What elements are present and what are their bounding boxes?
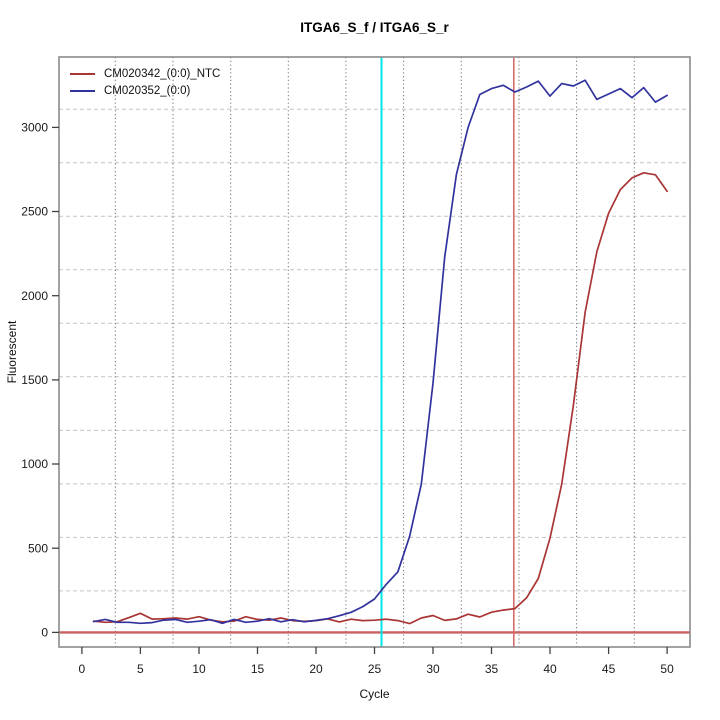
x-tick-label: 45	[602, 662, 616, 676]
y-tick-label: 0	[41, 626, 48, 640]
x-tick-label: 10	[192, 662, 206, 676]
legend: CM020342_(0:0)_NTC CM020352_(0:0)	[70, 65, 220, 99]
y-tick-label: 1000	[21, 457, 48, 471]
x-tick-label: 35	[485, 662, 499, 676]
series-curve-sample	[92, 79, 668, 625]
series-curve-ntc	[92, 171, 668, 625]
y-axis-label: Fluorescent	[5, 320, 19, 384]
legend-label-ntc: CM020342_(0:0)_NTC	[104, 67, 221, 80]
y-tick-label: 2500	[21, 205, 48, 219]
legend-label-sample: CM020352_(0:0)	[104, 84, 191, 97]
legend-swatch-red	[70, 72, 95, 75]
y-tick-label: 500	[28, 541, 48, 555]
chart-title: ITGA6_S_f / ITGA6_S_r	[300, 20, 449, 35]
x-tick-label: 20	[309, 662, 323, 676]
legend-item-sample: CM020352_(0:0)	[70, 82, 220, 99]
y-tick-label: 2000	[21, 289, 48, 303]
x-tick-label: 15	[251, 662, 265, 676]
x-tick-label: 40	[543, 662, 557, 676]
x-axis-label: Cycle	[359, 687, 390, 701]
x-tick-label: 30	[426, 662, 440, 676]
x-tick-label: 5	[137, 662, 144, 676]
y-tick-label: 1500	[21, 373, 48, 387]
x-tick-label: 25	[368, 662, 382, 676]
x-tick-label: 50	[660, 662, 674, 676]
x-tick-label: 0	[79, 662, 86, 676]
legend-swatch-blue	[70, 89, 95, 92]
y-tick-label: 3000	[21, 121, 48, 135]
plot-box	[58, 56, 691, 648]
legend-item-ntc: CM020342_(0:0)_NTC	[70, 65, 220, 82]
